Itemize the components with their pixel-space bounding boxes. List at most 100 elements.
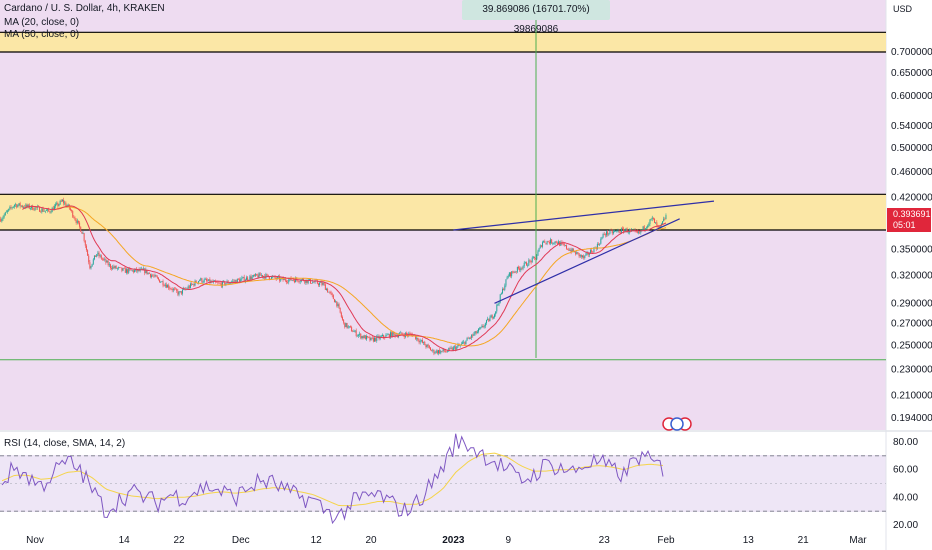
candle-body [114, 266, 116, 268]
candle-body [224, 281, 226, 285]
candle-body [90, 266, 92, 269]
candle-body [547, 241, 549, 243]
candle-body [191, 283, 193, 285]
ma50-line [56, 206, 667, 347]
candle-body [268, 276, 270, 280]
price-axis[interactable]: 0.700000 0.650000 0.600000 0.540000 0.500000… [891, 47, 932, 424]
candle-body [247, 277, 249, 281]
candle-body [1, 219, 3, 222]
price-tick-label: 0.210000 [891, 390, 932, 401]
candle-body [486, 320, 488, 324]
candle-body [615, 230, 617, 232]
time-axis[interactable]: Nov 14 22 Dec 12 20 2023 9 23 Feb 13 21 Mar [26, 535, 867, 546]
candle-body [131, 270, 133, 271]
event-flag-icon[interactable] [670, 417, 684, 431]
candle-body [344, 322, 346, 328]
moving-average-layer [22, 205, 667, 352]
time-tick-label: 9 [505, 535, 511, 546]
event-icons[interactable] [662, 417, 692, 431]
rsi-legend[interactable]: RSI (14, close, SMA, 14, 2) [4, 438, 126, 449]
candle-body [544, 241, 546, 243]
candle-body [117, 267, 119, 269]
candle-body [48, 209, 50, 212]
ma20-legend[interactable]: MA (20, close, 0) [4, 17, 80, 28]
candle-body [524, 262, 526, 263]
candle-body [625, 228, 627, 231]
candle-body [587, 252, 589, 255]
candle-body [74, 217, 76, 220]
ma20-line [22, 205, 667, 352]
candle-body [96, 254, 98, 257]
candle-body [471, 334, 473, 338]
rsi-axis[interactable]: 80.00 60.00 40.00 20.00 [893, 437, 918, 531]
candle-body [500, 293, 502, 295]
candle-body [505, 279, 507, 286]
candle-body [243, 276, 245, 282]
candle-body [484, 323, 486, 327]
candle-body [365, 336, 367, 340]
candle-body [124, 268, 126, 273]
candle-body [511, 271, 513, 277]
candle-body [400, 332, 402, 334]
candle-body [523, 262, 525, 267]
candle-body [386, 334, 388, 336]
candle-body [82, 233, 84, 234]
candle-body [642, 226, 644, 230]
candle-body [81, 231, 83, 234]
candle-body [441, 350, 443, 352]
candle-body [311, 283, 313, 284]
candle-body [41, 208, 43, 213]
candle-body [554, 241, 556, 244]
candle-body [308, 279, 310, 281]
currency-label[interactable]: USD [893, 4, 913, 14]
candle-body [163, 285, 165, 286]
candle-body [209, 279, 211, 284]
candle-body [331, 293, 333, 296]
candle-body [77, 220, 79, 223]
candle-body [508, 272, 510, 277]
candle-body [61, 199, 63, 202]
candle-body [572, 248, 574, 252]
candle-body [373, 337, 375, 342]
candle-body [638, 231, 640, 233]
candle-body [416, 337, 418, 340]
candle-body [659, 225, 661, 229]
candle-body [11, 207, 13, 209]
candle-body [367, 336, 369, 337]
candle-body [616, 230, 618, 232]
candle-body [474, 331, 476, 334]
ma50-legend[interactable]: MA (50, close, 0) [4, 29, 80, 40]
candle-body [460, 343, 462, 346]
candle-body [448, 347, 450, 352]
candle-body [50, 212, 52, 213]
candle-body [317, 283, 319, 286]
candle-body [466, 338, 468, 341]
candle-body [113, 266, 115, 268]
rsi-tick-label: 60.00 [893, 465, 918, 476]
candle-body [606, 231, 608, 236]
candle-body [603, 234, 605, 235]
candle-body [245, 277, 247, 280]
candle-body [502, 288, 504, 294]
candle-body [306, 279, 308, 283]
candle-body [577, 252, 579, 254]
candle-body [59, 200, 61, 205]
price-tick-label: 0.420000 [891, 193, 932, 204]
candle-body [468, 337, 470, 339]
candle-body [97, 252, 99, 255]
candle-body [419, 340, 421, 343]
symbol-title[interactable]: Cardano / U. S. Dollar, 4h, KRAKEN [4, 3, 165, 14]
candle-body [10, 207, 12, 208]
candle-body [353, 331, 355, 333]
candle-body [529, 260, 531, 261]
rsi-tick-label: 80.00 [893, 437, 918, 448]
candle-body [271, 276, 273, 280]
price-tick-label: 0.270000 [891, 319, 932, 330]
candle-body [481, 325, 483, 328]
candle-body [202, 282, 204, 283]
candle-body [650, 218, 652, 220]
candle-body [578, 253, 580, 257]
candle-body [338, 304, 340, 308]
candle-body [480, 327, 482, 329]
